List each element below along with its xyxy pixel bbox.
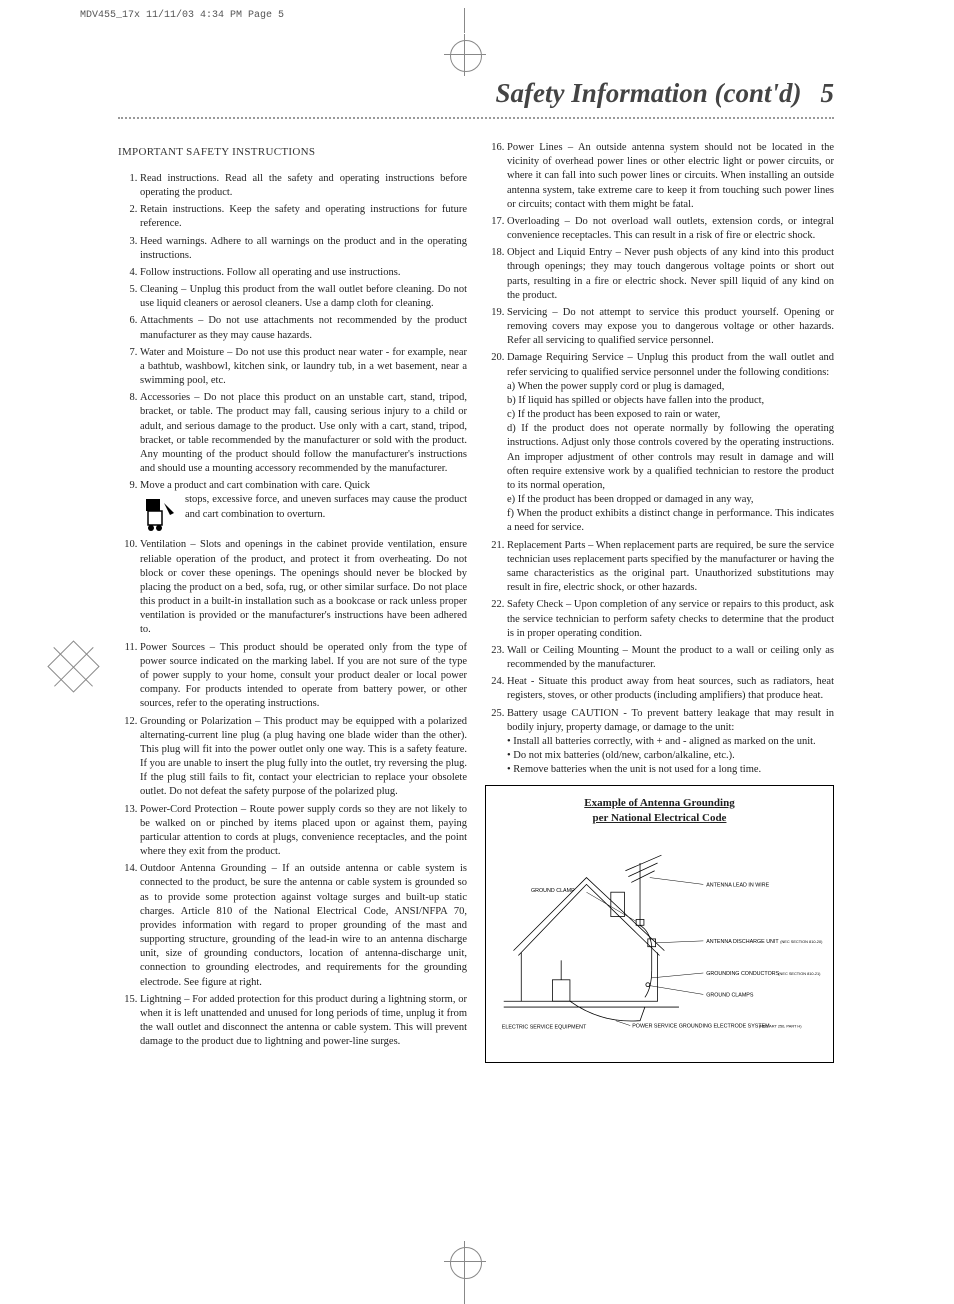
diagram-title-l1: Example of Antenna Grounding xyxy=(584,797,734,809)
right-column: Power Lines – An outside antenna system … xyxy=(485,141,834,1063)
title-row: Safety Information (cont'd) 5 xyxy=(118,78,834,109)
list-item: Object and Liquid Entry – Never push obj… xyxy=(507,246,834,303)
page-container: MDV455_17x 11/11/03 4:34 PM Page 5 Safet… xyxy=(0,0,954,1299)
list-item-cart: Move a product and cart combination with… xyxy=(140,479,467,535)
list-item: Power Lines – An outside antenna system … xyxy=(507,141,834,212)
list-item: Power Sources – This product should be o… xyxy=(140,641,467,712)
list-item: Safety Check – Upon completion of any se… xyxy=(507,598,834,641)
diagram-title: Example of Antenna Grounding per Nationa… xyxy=(494,796,825,825)
lbl-ground-clamp: GROUND CLAMP xyxy=(531,888,575,894)
list-item: Follow instructions. Follow all operatin… xyxy=(140,266,467,280)
list-item: Attachments – Do not use attachments not… xyxy=(140,314,467,342)
list-item: Retain instructions. Keep the safety and… xyxy=(140,203,467,231)
lbl-electrode: POWER SERVICE GROUNDING ELECTRODE SYSTEM xyxy=(632,1023,770,1029)
lbl-electric-service: ELECTRIC SERVICE EQUIPMENT xyxy=(502,1024,587,1030)
page-title: Safety Information (cont'd) xyxy=(495,78,801,108)
list-item: Grounding or Polarization – This product… xyxy=(140,715,467,800)
left-column: IMPORTANT SAFETY INSTRUCTIONS Read instr… xyxy=(118,141,467,1063)
safety-list-left: Read instructions. Read all the safety a… xyxy=(118,172,467,1050)
list-item: Damage Requiring Service – Unplug this p… xyxy=(507,351,834,535)
columns: IMPORTANT SAFETY INSTRUCTIONS Read instr… xyxy=(118,141,834,1063)
list-item: Replacement Parts – When replacement par… xyxy=(507,539,834,596)
list-item: Heat - Situate this product away from he… xyxy=(507,675,834,703)
list-item: Battery usage CAUTION - To prevent batte… xyxy=(507,707,834,778)
dotted-divider xyxy=(118,117,834,119)
print-header: MDV455_17x 11/11/03 4:34 PM Page 5 xyxy=(80,10,284,21)
list-item: Cleaning – Unplug this product from the … xyxy=(140,283,467,311)
list-item: Lightning – For added protection for thi… xyxy=(140,993,467,1050)
lbl-grounding-cond: GROUNDING CONDUCTORS xyxy=(706,971,779,977)
page-number: 5 xyxy=(821,78,835,108)
safety-list-right: Power Lines – An outside antenna system … xyxy=(485,141,834,777)
cart-tip-icon xyxy=(140,495,180,535)
section-heading: IMPORTANT SAFETY INSTRUCTIONS xyxy=(118,145,467,160)
lbl-discharge-ref: (NEC SECTION 810-20) xyxy=(780,939,823,944)
list-item: Water and Moisture – Do not use this pro… xyxy=(140,346,467,389)
lbl-ground-clamps: GROUND CLAMPS xyxy=(706,992,754,998)
lbl-discharge-unit: ANTENNA DISCHARGE UNIT xyxy=(706,939,779,945)
lbl-antenna-lead: ANTENNA LEAD IN WIRE xyxy=(706,882,769,888)
list-item: Accessories – Do not place this product … xyxy=(140,391,467,476)
list-item: Ventilation – Slots and openings in the … xyxy=(140,538,467,637)
diagram-svg: GROUND CLAMP ANTENNA LEAD IN WIRE ANTENN… xyxy=(494,831,825,1041)
list-item: Heed warnings. Adhere to all warnings on… xyxy=(140,235,467,263)
list-item: Power-Cord Protection – Route power supp… xyxy=(140,803,467,860)
list-item: Outdoor Antenna Grounding – If an outsid… xyxy=(140,862,467,990)
lbl-electrode-ref: (NEC ART 250, PART H) xyxy=(759,1023,802,1028)
list-item: Servicing – Do not attempt to service th… xyxy=(507,306,834,349)
list-item: Read instructions. Read all the safety a… xyxy=(140,172,467,200)
antenna-diagram: Example of Antenna Grounding per Nationa… xyxy=(485,785,834,1063)
list-item: Wall or Ceiling Mounting – Mount the pro… xyxy=(507,644,834,672)
list-item: Overloading – Do not overload wall outle… xyxy=(507,215,834,243)
lbl-grounding-ref: (NEC SECTION 810-21) xyxy=(778,971,821,976)
diagram-title-l2: per National Electrical Code xyxy=(593,812,727,824)
content-area: Safety Information (cont'd) 5 IMPORTANT … xyxy=(118,78,834,1239)
